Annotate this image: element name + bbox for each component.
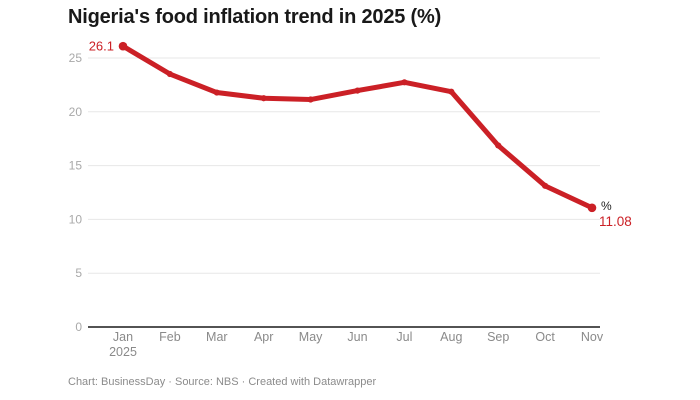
y-axis-tick-label: 0 bbox=[75, 320, 82, 334]
unit-label: % bbox=[601, 199, 612, 213]
data-point bbox=[307, 96, 314, 103]
x-axis-tick-label: Feb bbox=[159, 330, 181, 344]
y-axis-tick-label: 15 bbox=[69, 159, 83, 173]
trend-line bbox=[120, 43, 595, 211]
x-axis-tick-label: Mar bbox=[206, 330, 228, 344]
x-axis-tick-label: Oct bbox=[535, 330, 555, 344]
chart-title: Nigeria's food inflation trend in 2025 (… bbox=[68, 6, 442, 28]
y-axis-tick-label: 5 bbox=[75, 266, 82, 280]
x-axis-tick-label: Apr bbox=[254, 330, 273, 344]
data-point bbox=[213, 89, 220, 96]
x-axis-tick-label: Jul bbox=[396, 330, 412, 344]
x-axis-tick-label: Jan bbox=[113, 330, 133, 344]
chart-attribution: Chart: BusinessDay · Source: NBS · Creat… bbox=[68, 376, 377, 388]
first-value-label: 26.1 bbox=[89, 39, 114, 54]
y-axis-tick-label: 20 bbox=[69, 105, 83, 119]
x-axis-tick-label: Nov bbox=[581, 330, 604, 344]
x-axis-tick-label: Sep bbox=[487, 330, 509, 344]
y-axis-tick-label: 25 bbox=[69, 51, 83, 65]
data-point bbox=[587, 203, 597, 213]
data-point bbox=[354, 87, 361, 94]
last-value-label: 11.08 bbox=[599, 214, 632, 229]
data-point bbox=[260, 95, 267, 102]
data-point bbox=[542, 182, 549, 189]
y-axis-tick-label: 10 bbox=[69, 212, 83, 226]
data-point bbox=[495, 142, 502, 149]
data-point bbox=[448, 88, 455, 95]
x-axis-year-label: 2025 bbox=[109, 345, 137, 359]
data-point bbox=[166, 70, 173, 78]
data-point bbox=[118, 41, 128, 51]
x-axis-tick-label: Aug bbox=[440, 330, 462, 344]
x-axis-tick-label: Jun bbox=[347, 330, 367, 344]
data-point bbox=[401, 79, 408, 86]
x-axis-tick-label: May bbox=[299, 330, 323, 344]
